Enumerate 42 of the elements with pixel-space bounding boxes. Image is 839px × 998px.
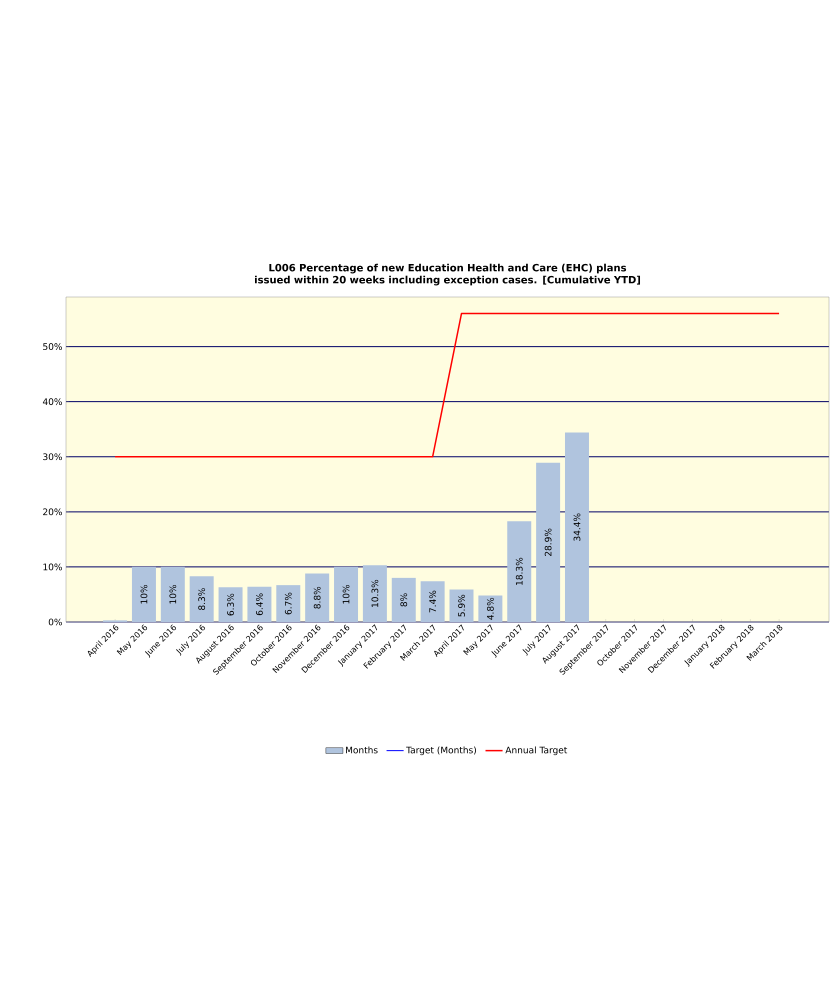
bar bbox=[507, 521, 532, 622]
y-tick-label: 20% bbox=[43, 508, 62, 516]
y-tick-label: 10% bbox=[43, 564, 62, 570]
bar bbox=[132, 566, 156, 622]
legend-label: Target (Months) bbox=[406, 746, 476, 756]
bar bbox=[536, 462, 560, 622]
legend-label: Annual Target bbox=[505, 746, 568, 756]
bar bbox=[564, 432, 589, 622]
data-label: 34.4% bbox=[574, 513, 580, 541]
bar bbox=[362, 565, 387, 622]
data-label: 28.9% bbox=[544, 528, 552, 556]
data-label: 10% bbox=[140, 584, 148, 604]
data-label: 18.3% bbox=[516, 558, 523, 585]
data-label: 5.9% bbox=[458, 594, 465, 616]
bar bbox=[160, 566, 185, 622]
bar bbox=[190, 576, 214, 622]
bar bbox=[392, 578, 416, 622]
bar bbox=[218, 587, 243, 622]
bar bbox=[305, 574, 330, 622]
y-tick-label: 40% bbox=[42, 398, 62, 406]
data-label: 10% bbox=[169, 584, 176, 604]
bar bbox=[450, 590, 474, 622]
y-tick-label: 50% bbox=[43, 343, 62, 350]
data-label: 7.4% bbox=[429, 590, 436, 612]
bar bbox=[247, 586, 272, 622]
data-label: 6.7% bbox=[284, 592, 292, 614]
data-label: 10% bbox=[342, 584, 350, 604]
bar bbox=[478, 596, 502, 622]
y-tick-label: 30% bbox=[43, 453, 62, 460]
y-tick-label: 0% bbox=[48, 618, 62, 626]
legend-label: Months bbox=[346, 746, 378, 754]
data-label: 6.3% bbox=[227, 594, 234, 616]
data-label: 8.3% bbox=[198, 588, 206, 610]
bar bbox=[334, 566, 358, 622]
chart-title: L006 Percentage of new Education Health and Care (EHC) plans issued within 20 weeks including exception cases. [Cumulative YTD] bbox=[255, 264, 640, 286]
data-label: 10.3% bbox=[371, 580, 378, 607]
data-label: 6.4% bbox=[256, 593, 263, 616]
data-label: 8.8% bbox=[314, 586, 321, 609]
data-label: 8% bbox=[400, 593, 408, 606]
bar bbox=[276, 585, 300, 622]
data-label: 4.8% bbox=[486, 598, 494, 620]
bar bbox=[420, 581, 445, 622]
